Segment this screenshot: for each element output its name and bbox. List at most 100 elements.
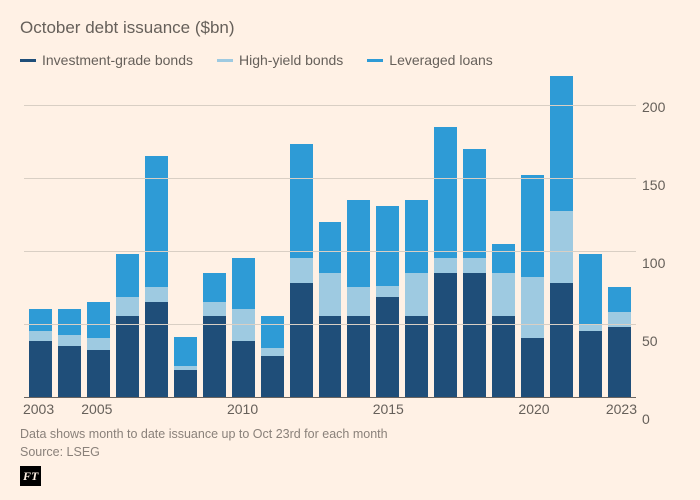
bar-seg-ll xyxy=(434,127,457,258)
bar-seg-ig xyxy=(290,283,313,397)
gridline xyxy=(24,251,636,252)
legend-swatch-hy xyxy=(217,59,233,62)
bar-seg-ig xyxy=(319,316,342,396)
bar-2008 xyxy=(174,76,197,397)
bar-seg-ll xyxy=(347,200,370,287)
footnote: Data shows month to date issuance up to … xyxy=(20,425,680,444)
bar-seg-hy xyxy=(463,258,486,273)
bar-seg-hy xyxy=(405,273,428,317)
bar-seg-hy xyxy=(434,258,457,273)
bar-2004 xyxy=(58,76,81,397)
bar-seg-ll xyxy=(261,316,284,348)
bar-seg-ll xyxy=(29,309,52,331)
bar-2018 xyxy=(463,76,486,397)
legend-item-ll: Leveraged loans xyxy=(367,52,493,68)
bar-seg-ig xyxy=(376,297,399,396)
legend-swatch-ig xyxy=(20,59,36,62)
bar-seg-ll xyxy=(550,76,573,211)
bar-seg-ll xyxy=(174,337,197,366)
bar-seg-hy xyxy=(290,258,313,283)
x-tick-label: 2003 xyxy=(23,401,54,417)
bar-seg-hy xyxy=(579,324,602,331)
x-tick-label: 2005 xyxy=(81,401,112,417)
bar-seg-ll xyxy=(579,254,602,324)
legend-item-hy: High-yield bonds xyxy=(217,52,343,68)
gridline xyxy=(24,105,636,106)
y-tick-label: 200 xyxy=(642,99,676,115)
legend-label-ig: Investment-grade bonds xyxy=(42,52,193,68)
bar-seg-ll xyxy=(463,149,486,258)
bar-seg-ll xyxy=(608,287,631,312)
bar-seg-ig xyxy=(405,316,428,396)
bar-seg-ll xyxy=(376,206,399,286)
bar-2003 xyxy=(29,76,52,397)
legend-swatch-ll xyxy=(367,59,383,62)
bar-seg-hy xyxy=(319,273,342,317)
bar-seg-hy xyxy=(492,273,515,317)
bar-seg-ig xyxy=(608,327,631,397)
bar-seg-hy xyxy=(550,211,573,282)
bar-2020 xyxy=(521,76,544,397)
bar-2013 xyxy=(319,76,342,397)
bar-seg-ig xyxy=(87,350,110,397)
legend-label-hy: High-yield bonds xyxy=(239,52,343,68)
bar-seg-hy xyxy=(376,286,399,298)
bar-seg-ig xyxy=(116,316,139,396)
plot-inner xyxy=(24,76,636,397)
bar-seg-ig xyxy=(203,316,226,396)
source: Source: LSEG xyxy=(20,443,680,462)
gridline xyxy=(24,324,636,325)
bar-seg-ig xyxy=(347,316,370,396)
x-tick-label: 2010 xyxy=(227,401,258,417)
y-tick-label: 0 xyxy=(642,411,676,427)
bar-seg-ll xyxy=(203,273,226,302)
y-tick-label: 50 xyxy=(642,333,676,349)
x-tick-label: 2020 xyxy=(518,401,549,417)
plot-area: 200320052010201520202023 050100150200 xyxy=(24,76,680,419)
bar-seg-hy xyxy=(203,302,226,317)
bar-seg-ll xyxy=(319,222,342,273)
bar-2023 xyxy=(608,76,631,397)
chart-container: October debt issuance ($bn) Investment-g… xyxy=(0,0,700,500)
bar-2012 xyxy=(290,76,313,397)
bar-seg-ll xyxy=(405,200,428,273)
bar-seg-hy xyxy=(261,348,284,355)
bar-2015 xyxy=(376,76,399,397)
bar-seg-hy xyxy=(29,331,52,341)
bar-seg-ll xyxy=(521,175,544,277)
bar-seg-hy xyxy=(521,277,544,338)
bar-seg-hy xyxy=(116,297,139,316)
bar-2010 xyxy=(232,76,255,397)
bars-group xyxy=(24,76,636,397)
bar-2014 xyxy=(347,76,370,397)
bar-seg-ig xyxy=(579,331,602,397)
chart-title: October debt issuance ($bn) xyxy=(20,18,680,38)
chart-footer: Data shows month to date issuance up to … xyxy=(20,425,680,487)
x-axis: 200320052010201520202023 xyxy=(24,397,636,419)
bar-seg-ll xyxy=(290,144,313,258)
legend: Investment-grade bonds High-yield bonds … xyxy=(20,52,680,68)
bar-2011 xyxy=(261,76,284,397)
bar-seg-ll xyxy=(116,254,139,298)
y-tick-label: 150 xyxy=(642,177,676,193)
bar-seg-hy xyxy=(58,335,81,345)
gridline xyxy=(24,178,636,179)
bar-seg-ig xyxy=(521,338,544,396)
bar-2022 xyxy=(579,76,602,397)
bar-2021 xyxy=(550,76,573,397)
bar-seg-hy xyxy=(347,287,370,316)
bar-seg-ig xyxy=(434,273,457,397)
bar-2009 xyxy=(203,76,226,397)
bar-seg-ig xyxy=(29,341,52,396)
bar-2017 xyxy=(434,76,457,397)
legend-label-ll: Leveraged loans xyxy=(389,52,493,68)
bar-seg-ig xyxy=(145,302,168,397)
bar-seg-ll xyxy=(492,244,515,273)
bar-seg-ig xyxy=(550,283,573,397)
bar-seg-ig xyxy=(463,273,486,397)
bar-seg-ll xyxy=(232,258,255,309)
bar-2007 xyxy=(145,76,168,397)
bar-2016 xyxy=(405,76,428,397)
bar-seg-hy xyxy=(232,309,255,341)
bar-seg-ig xyxy=(261,356,284,397)
